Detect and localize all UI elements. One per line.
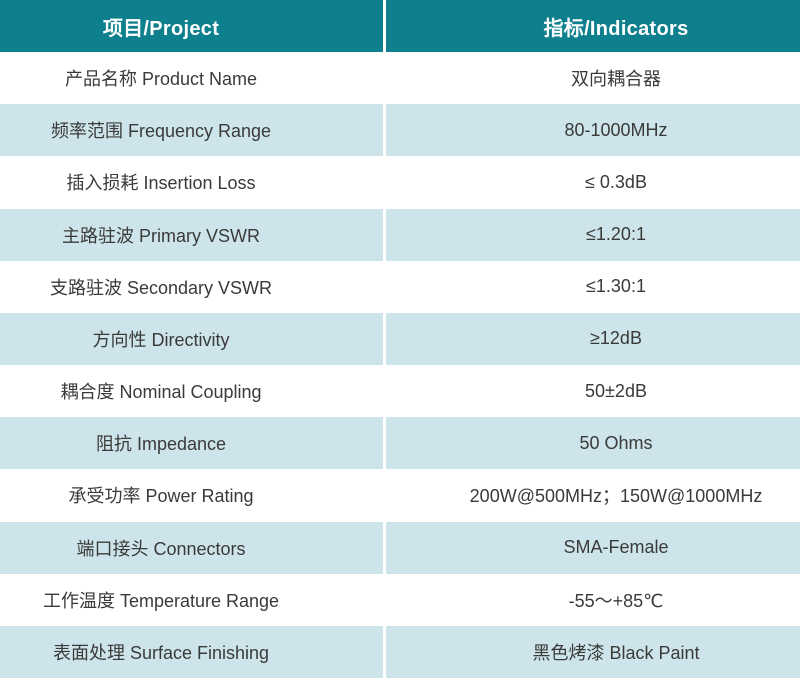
project-cell: 方向性 Directivity [0, 312, 383, 366]
indicator-cell: SMA-Female [386, 521, 800, 574]
indicator-cell: ≤ 0.3dB [386, 156, 800, 209]
project-cell: 产品名称 Product Name [0, 52, 383, 105]
project-cell: 主路驻波 Primary VSWR [0, 208, 383, 261]
project-cell: 端口接头 Connectors [0, 521, 383, 574]
column-divider [383, 52, 386, 105]
indicator-cell: 黑色烤漆 Black Paint [386, 625, 800, 678]
column-divider [383, 365, 386, 418]
column-divider [383, 156, 386, 209]
column-divider [383, 521, 386, 574]
table-row: 支路驻波 Secondary VSWR ≤1.30:1 [0, 260, 800, 313]
indicator-cell: ≥12dB [386, 312, 800, 366]
column-divider [383, 104, 386, 157]
indicator-cell: ≤1.20:1 [386, 208, 800, 261]
column-divider [383, 417, 386, 470]
column-divider [383, 0, 386, 52]
column-divider [383, 573, 386, 626]
indicator-cell: 200W@500MHz；150W@1000MHz [386, 469, 800, 522]
project-cell: 频率范围 Frequency Range [0, 104, 383, 157]
table-row: 耦合度 Nominal Coupling 50±2dB [0, 365, 800, 418]
table-row: 插入损耗 Insertion Loss ≤ 0.3dB [0, 156, 800, 209]
project-cell: 表面处理 Surface Finishing [0, 625, 383, 678]
table-row: 频率范围 Frequency Range 80-1000MHz [0, 104, 800, 157]
column-divider [383, 625, 386, 678]
table-row: 表面处理 Surface Finishing 黑色烤漆 Black Paint [0, 625, 800, 678]
table-row: 承受功率 Power Rating 200W@500MHz；150W@1000M… [0, 469, 800, 522]
column-divider [383, 208, 386, 261]
project-cell: 工作温度 Temperature Range [0, 573, 383, 626]
table-row: 阻抗 Impedance 50 Ohms [0, 417, 800, 470]
project-cell: 承受功率 Power Rating [0, 469, 383, 522]
project-cell: 阻抗 Impedance [0, 417, 383, 470]
table-row: 方向性 Directivity ≥12dB [0, 312, 800, 366]
table-row: 主路驻波 Primary VSWR ≤1.20:1 [0, 208, 800, 261]
column-divider [383, 312, 386, 366]
indicator-cell: 50 Ohms [386, 417, 800, 470]
indicator-cell: ≤1.30:1 [386, 260, 800, 313]
table-row: 工作温度 Temperature Range -55～+85℃ [0, 573, 800, 626]
table-body: 产品名称 Product Name 双向耦合器 频率范围 Frequency R… [0, 52, 800, 678]
indicator-cell: -55～+85℃ [386, 573, 800, 626]
column-header-project: 项目/Project [0, 0, 383, 52]
table-header-row: 项目/Project 指标/Indicators [0, 0, 800, 52]
table-row: 产品名称 Product Name 双向耦合器 [0, 52, 800, 105]
table-row: 端口接头 Connectors SMA-Female [0, 521, 800, 574]
project-cell: 插入损耗 Insertion Loss [0, 156, 383, 209]
project-cell: 支路驻波 Secondary VSWR [0, 260, 383, 313]
indicator-cell: 80-1000MHz [386, 104, 800, 157]
column-divider [383, 260, 386, 313]
indicator-cell: 50±2dB [386, 365, 800, 418]
column-divider [383, 469, 386, 522]
indicator-cell: 双向耦合器 [386, 52, 800, 105]
project-cell: 耦合度 Nominal Coupling [0, 365, 383, 418]
column-header-indicators: 指标/Indicators [386, 0, 800, 52]
